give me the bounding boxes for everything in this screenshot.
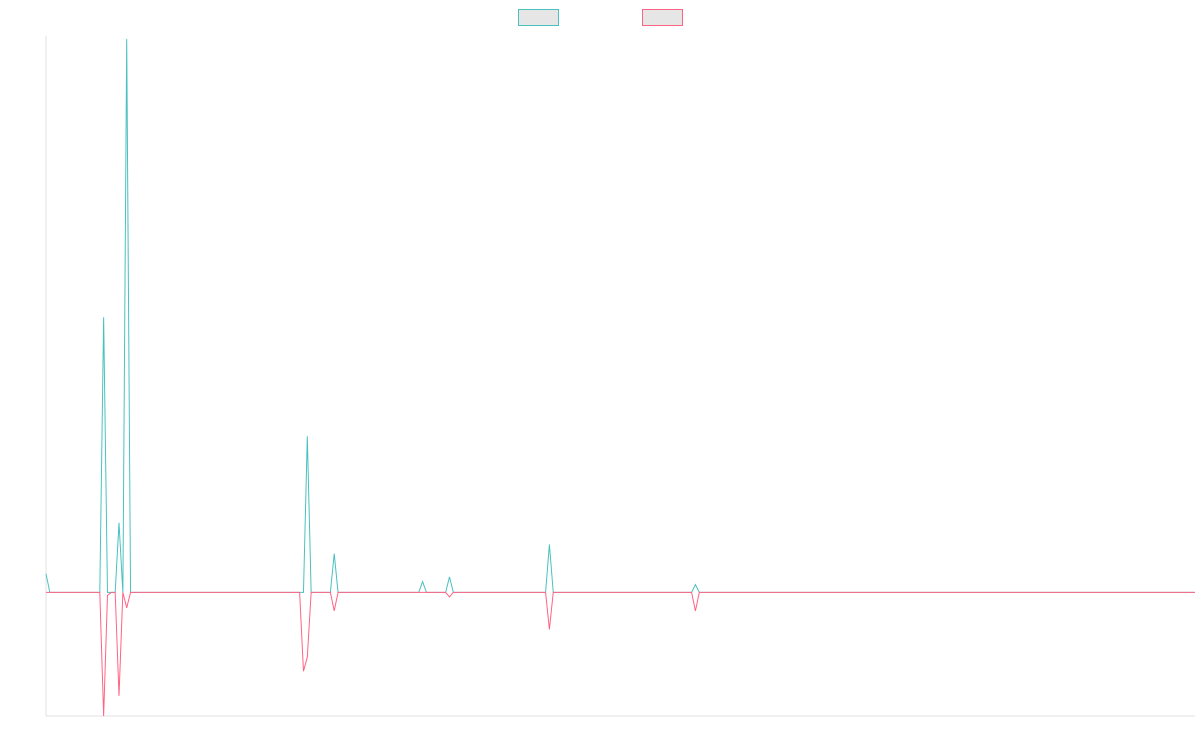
legend-swatch-series-1 — [518, 9, 559, 26]
axes — [45, 36, 1195, 717]
series-layer — [45, 39, 1195, 717]
series-1-line — [45, 39, 1195, 593]
legend-swatch-series-2 — [642, 9, 683, 26]
legend — [518, 9, 683, 26]
series-2-line — [46, 591, 1195, 717]
